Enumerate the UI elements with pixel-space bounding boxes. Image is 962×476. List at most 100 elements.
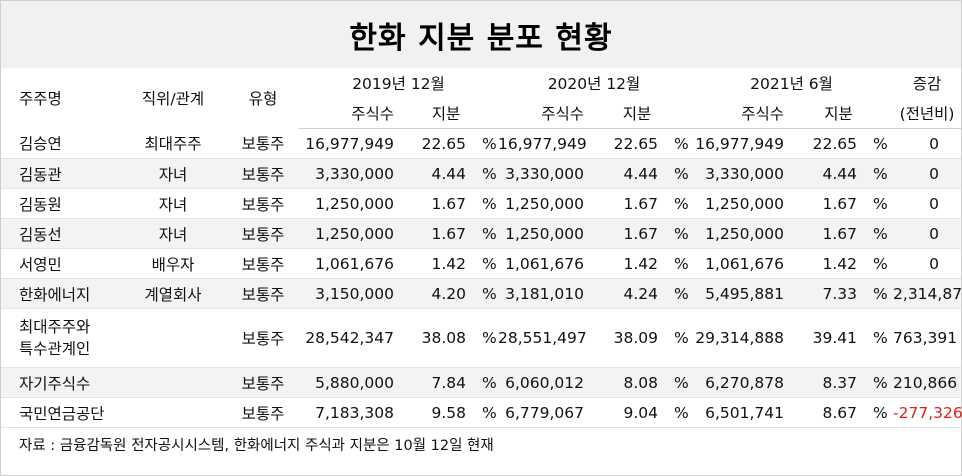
change-cell: 0 (893, 158, 962, 189)
shareholder-line-2: 특수관계인 (19, 340, 91, 358)
pct-unit-cell: % (863, 128, 894, 159)
stake-2019-cell: 22.65 (394, 128, 472, 159)
shareholder-cell: 김동원 (1, 188, 119, 219)
header-row-2: 주식수 지분 주식수 지분 주식수 지분 (전년비) (1, 98, 962, 129)
stake-2019-cell: 1.67 (394, 188, 472, 219)
relation-cell: 자녀 (119, 158, 227, 189)
change-cell: 0 (893, 188, 962, 219)
stake-2019-cell: 4.44 (394, 158, 472, 189)
stake-2021-cell: 1.42 (784, 248, 863, 279)
pct-unit-cell: % (664, 158, 690, 189)
stake-2020-cell: 38.09 (584, 308, 664, 368)
relation-cell (119, 397, 227, 428)
type-cell: 보통주 (227, 188, 299, 219)
shares-2021-cell: 1,250,000 (690, 218, 784, 249)
relation-cell: 배우자 (119, 248, 227, 279)
stake-2019-cell: 38.08 (394, 308, 472, 368)
shares-2019-cell: 3,330,000 (299, 158, 394, 189)
pct-unit-cell: % (863, 308, 894, 368)
shares-2019-cell: 1,250,000 (299, 218, 394, 249)
shareholder-cell: 서영민 (1, 248, 119, 279)
type-cell: 보통주 (227, 278, 299, 309)
pct-unit-cell: % (863, 158, 894, 189)
col-header-shares-2019: 주식수 (299, 98, 394, 129)
stake-2021-cell: 1.67 (784, 188, 863, 219)
stake-2021-cell: 4.44 (784, 158, 863, 189)
pct-unit-cell: % (664, 188, 690, 219)
shareholder-cell: 자기주식수 (1, 367, 119, 398)
relation-cell: 최대주주 (119, 128, 227, 159)
col-header-2020: 2020년 12월 (547, 75, 641, 93)
stake-2020-cell: 1.67 (584, 188, 664, 219)
shares-2020-cell: 3,181,010 (498, 278, 584, 309)
pct-unit-cell: % (664, 397, 690, 428)
pct-unit-cell: % (664, 248, 690, 279)
pct-unit-cell: % (863, 248, 894, 279)
pct-unit-cell: % (472, 158, 498, 189)
shares-2021-cell: 1,061,676 (690, 248, 784, 279)
relation-cell: 계열회사 (119, 278, 227, 309)
shares-2020-cell: 1,250,000 (498, 218, 584, 249)
table-row: 한화에너지 계열회사 보통주 3,150,000 4.20% 3,181,010 4.24%… (1, 278, 962, 309)
shares-2020-cell: 6,060,012 (498, 367, 584, 398)
relation-cell: 자녀 (119, 218, 227, 249)
shares-2021-cell: 16,977,949 (690, 128, 784, 159)
stake-2021-cell: 8.67 (784, 397, 863, 428)
pct-unit-cell: % (472, 218, 498, 249)
stake-2021-cell: 39.41 (784, 308, 863, 368)
table-row: 김승연 최대주주 보통주 16,977,949 22.65% 16,977,949 22.6… (1, 128, 962, 159)
shares-2019-cell: 16,977,949 (299, 128, 394, 159)
pct-unit-cell: % (664, 218, 690, 249)
stake-2020-cell: 8.08 (584, 367, 664, 398)
header-row-1: 주주명 직위/관계 유형 2019년 12월 2020년 12월 2021년 6… (1, 68, 961, 108)
stake-2021-cell: 22.65 (784, 128, 863, 159)
shares-2020-cell: 6,779,067 (498, 397, 584, 428)
pct-unit-cell: % (664, 128, 690, 159)
relation-cell (119, 308, 227, 368)
stake-2020-cell: 22.65 (584, 128, 664, 159)
shareholder-cell: 최대주주와 특수관계인 (1, 308, 119, 368)
pct-unit-cell: % (664, 278, 690, 309)
stake-2020-cell: 9.04 (584, 397, 664, 428)
col-header-stake-2021: 지분 (784, 98, 894, 129)
pct-unit-cell: % (472, 397, 498, 428)
shares-2019-cell: 1,061,676 (299, 248, 394, 279)
pct-unit-cell: % (863, 218, 894, 249)
type-cell: 보통주 (227, 128, 299, 159)
type-cell: 보통주 (227, 248, 299, 279)
col-header-2021: 2021년 6월 (750, 75, 833, 93)
table-row: 서영민 배우자 보통주 1,061,676 1.42% 1,061,676 1.42% 1,0… (1, 248, 962, 279)
pct-unit-cell: % (472, 188, 498, 219)
pct-unit-cell: % (472, 278, 498, 309)
pct-unit-cell: % (472, 367, 498, 398)
relation-cell (119, 367, 227, 398)
type-cell: 보통주 (227, 367, 299, 398)
relation-cell: 자녀 (119, 188, 227, 219)
table-row: 최대주주와 특수관계인 보통주 28,542,347 38.08% 28,551,497 3… (1, 308, 962, 368)
stake-2019-cell: 1.67 (394, 218, 472, 249)
change-cell: 210,866 (893, 367, 962, 398)
change-cell: 763,391 (893, 308, 962, 368)
type-cell: 보통주 (227, 308, 299, 368)
shares-2019-cell: 5,880,000 (299, 367, 394, 398)
table-row: 자기주식수 보통주 5,880,000 7.84% 6,060,012 8.08% 6,27… (1, 367, 962, 398)
shares-2021-cell: 6,501,741 (690, 397, 784, 428)
pct-unit-cell: % (863, 278, 894, 309)
stake-2019-cell: 1.42 (394, 248, 472, 279)
col-header-2019: 2019년 12월 (352, 75, 445, 93)
source-note: 자료 : 금융감독원 전자공시시스템, 한화에너지 주식과 지분은 10월 12… (19, 438, 494, 454)
type-cell: 보통주 (227, 158, 299, 189)
shareholder-cell: 김동선 (1, 218, 119, 249)
col-header-change: 증감 (912, 75, 942, 93)
shares-2019-cell: 7,183,308 (299, 397, 394, 428)
col-header-stake-2019: 지분 (394, 98, 498, 129)
title-bar: 한화 지분 분포 현황 (1, 1, 961, 68)
shareholding-table: 주주명 직위/관계 유형 2019년 12월 2020년 12월 2021년 6… (1, 68, 962, 428)
stake-2019-cell: 4.20 (394, 278, 472, 309)
shares-2020-cell: 3,330,000 (498, 158, 584, 189)
col-header-shares-2020: 주식수 (498, 98, 584, 129)
shares-2019-cell: 28,542,347 (299, 308, 394, 368)
shares-2020-cell: 1,250,000 (498, 188, 584, 219)
shares-2020-cell: 1,061,676 (498, 248, 584, 279)
